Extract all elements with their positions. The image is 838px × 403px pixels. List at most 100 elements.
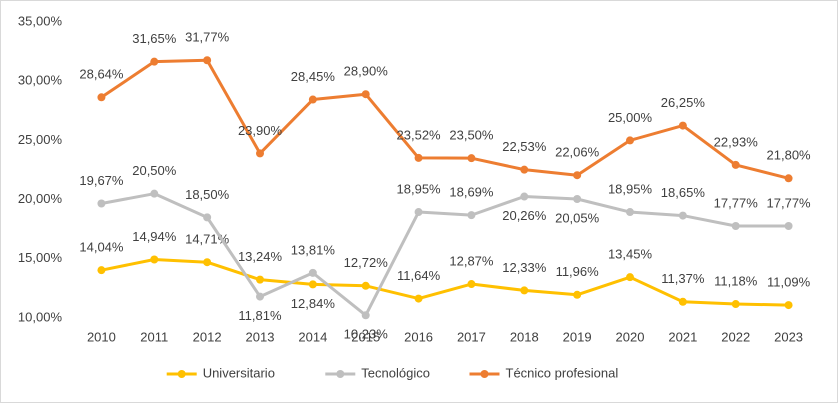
x-tick-label: 2016 (404, 329, 433, 344)
data-label: 12,84% (291, 296, 336, 311)
data-label: 17,77% (767, 195, 812, 210)
data-label: 18,95% (397, 181, 442, 196)
y-tick-label: 25,00% (18, 132, 63, 147)
data-label: 20,05% (555, 210, 600, 225)
y-tick-label: 30,00% (18, 73, 63, 88)
legend-marker (480, 370, 489, 378)
series-line (101, 258, 789, 307)
data-label: 25,00% (608, 110, 653, 125)
data-label: 20,26% (502, 208, 547, 223)
x-tick-label: 2019 (563, 329, 592, 344)
x-tick-label: 2020 (616, 329, 645, 344)
legend-label: Universitario (203, 365, 275, 380)
data-label: 12,33% (502, 260, 547, 275)
data-point (150, 57, 159, 66)
data-point (626, 273, 634, 282)
x-tick-label: 2021 (668, 329, 697, 344)
data-label: 19,67% (79, 173, 124, 188)
data-point (308, 280, 317, 289)
data-label: 23,50% (449, 128, 494, 143)
data-point (520, 286, 529, 295)
data-point (467, 211, 476, 220)
data-label: 11,96% (556, 264, 600, 279)
data-label: 28,90% (344, 64, 389, 79)
series-line (101, 192, 789, 317)
data-point (626, 208, 634, 217)
data-point (520, 192, 529, 201)
data-label: 22,93% (714, 134, 759, 149)
series-line (100, 58, 789, 180)
data-label: 18,69% (449, 185, 494, 200)
data-point (150, 255, 159, 264)
x-tick-label: 2014 (298, 329, 327, 344)
data-point (784, 301, 793, 310)
y-tick-label: 10,00% (18, 309, 63, 324)
data-label: 13,24% (238, 249, 283, 264)
data-point (97, 199, 106, 208)
data-label: 10,23% (344, 327, 389, 342)
data-label: 13,81% (291, 242, 336, 257)
data-label: 21,80% (767, 148, 812, 163)
data-label: 22,53% (502, 139, 547, 154)
legend-label: Técnico profesional (506, 365, 619, 380)
legend-label: Tecnológico (361, 365, 430, 380)
data-point (256, 149, 264, 158)
data-point (678, 297, 687, 306)
data-label: 28,64% (79, 67, 124, 82)
x-tick-label: 2010 (87, 329, 116, 344)
data-point (731, 300, 740, 309)
data-point (520, 165, 529, 174)
x-tick-label: 2023 (774, 329, 803, 344)
data-label: 11,64% (397, 268, 441, 283)
y-tick-label: 15,00% (18, 250, 63, 265)
data-point (414, 153, 423, 162)
data-label: 11,09% (767, 275, 811, 290)
y-tick-label: 35,00% (18, 13, 63, 28)
data-point (256, 275, 264, 284)
data-label: 18,65% (661, 185, 706, 200)
data-point (414, 208, 423, 217)
data-point (150, 189, 159, 198)
data-point (203, 56, 212, 65)
data-point (203, 258, 212, 267)
data-point (308, 268, 317, 277)
data-point (361, 311, 370, 320)
data-point (573, 171, 582, 180)
x-tick-label: 2013 (246, 329, 275, 344)
data-point (203, 213, 212, 222)
legend-marker (336, 370, 345, 378)
data-point (467, 280, 476, 289)
data-label: 20,50% (132, 163, 177, 178)
x-tick-label: 2022 (721, 329, 750, 344)
data-point (97, 93, 106, 102)
data-label: 22,06% (555, 145, 600, 160)
data-point (731, 160, 740, 169)
data-label: 26,25% (661, 95, 706, 110)
data-label: 12,87% (449, 253, 494, 268)
data-point (731, 222, 740, 231)
data-point (308, 95, 317, 104)
data-point (678, 211, 687, 220)
data-label: 13,45% (608, 247, 653, 262)
x-tick-label: 2012 (193, 329, 222, 344)
data-point (784, 222, 793, 231)
y-tick-label: 20,00% (18, 191, 63, 206)
data-label: 31,65% (132, 31, 177, 46)
x-tick-label: 2017 (457, 329, 486, 344)
legend-marker (177, 370, 186, 378)
data-label: 18,50% (185, 187, 230, 202)
data-label: 18,95% (608, 181, 653, 196)
data-point (467, 154, 476, 163)
data-label: 11,18% (714, 273, 758, 288)
data-label: 14,94% (132, 229, 177, 244)
data-label: 28,45% (291, 69, 336, 84)
x-tick-label: 2011 (140, 329, 168, 344)
data-label: 17,77% (714, 195, 759, 210)
data-point (573, 195, 582, 204)
data-point (361, 90, 370, 99)
data-point (256, 292, 264, 301)
data-label: 23,52% (397, 127, 442, 142)
data-point (573, 290, 582, 299)
